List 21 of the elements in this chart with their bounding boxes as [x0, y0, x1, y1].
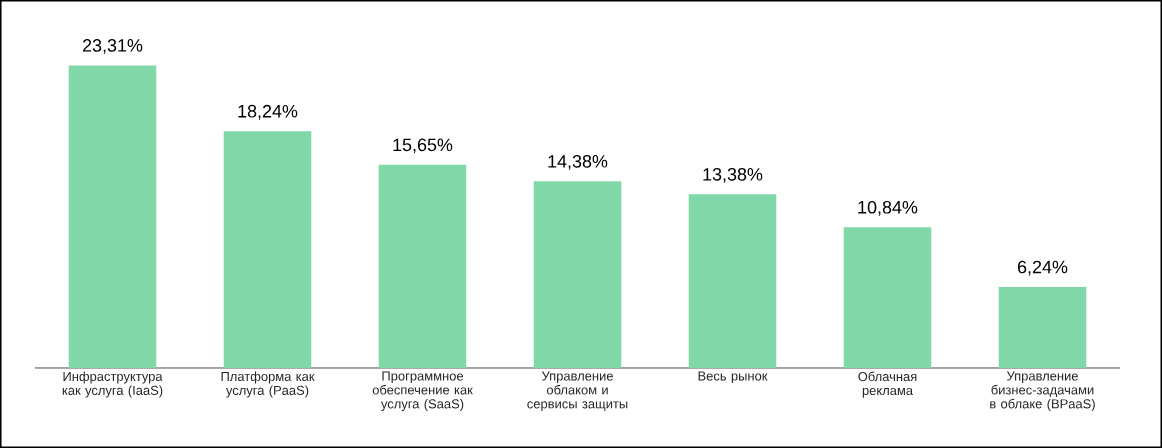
data-label: 15,65% — [393, 138, 453, 154]
data-label: 23,31% — [83, 39, 143, 54]
data-label: 18,24% — [238, 104, 298, 120]
data-label: 14,38% — [548, 154, 608, 170]
bar — [223, 131, 312, 368]
bar — [533, 181, 622, 368]
data-label: 10,84% — [858, 200, 918, 216]
bar — [68, 65, 157, 368]
x-tick-label: Облачная реклама — [858, 371, 917, 398]
bar — [688, 194, 777, 368]
x-tick-label: Программное обеспечение как услуга (SaaS) — [372, 371, 473, 411]
x-tick-label: Инфраструктура как услуга (IaaS) — [62, 371, 163, 398]
x-tick-label: Весь рынок — [698, 371, 768, 384]
bar — [378, 164, 467, 368]
x-tick-label: Управление облаком и сервисы защиты — [527, 371, 628, 411]
data-label: 6,24% — [1017, 260, 1068, 276]
x-tick-label: Управление бизнес-задачами в облаке (BPaaS) — [990, 371, 1095, 411]
x-tick-label: Платформа как услуга (PaaS) — [221, 371, 315, 398]
data-label: 13,38% — [703, 167, 763, 183]
bar — [998, 286, 1087, 368]
bar — [843, 227, 932, 368]
